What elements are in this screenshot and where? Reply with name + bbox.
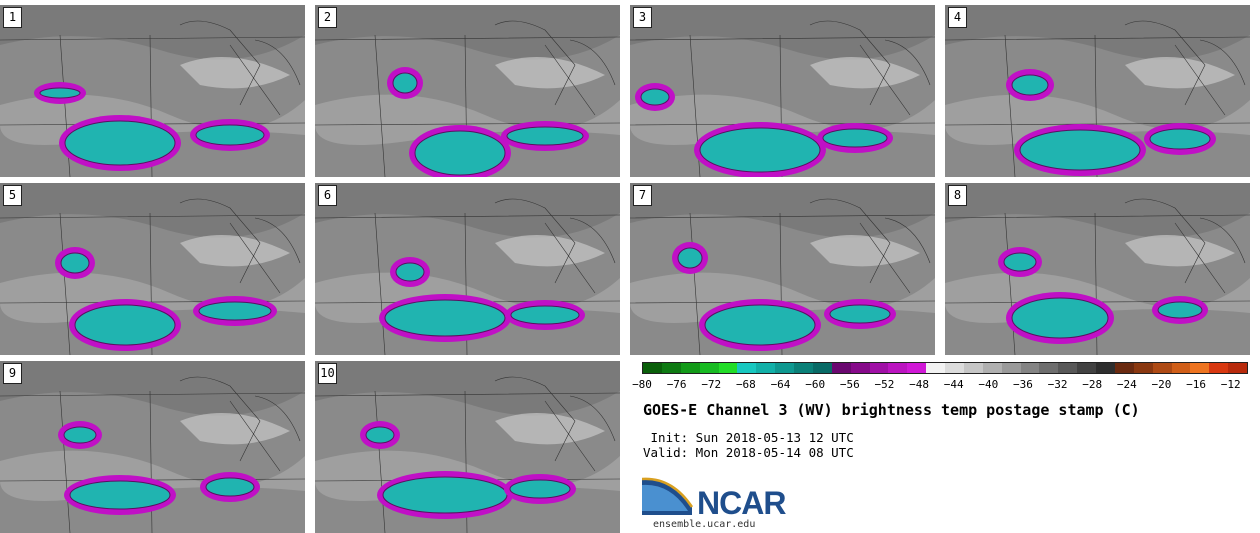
colorbar-segment — [982, 363, 1002, 373]
colorbar-segment — [963, 363, 983, 373]
colorbar-segment — [1133, 363, 1153, 373]
colorbar-segment — [775, 363, 794, 373]
colorbar-segment — [643, 363, 662, 373]
colorbar-segment — [1190, 363, 1210, 373]
colorbar-segment — [1152, 363, 1172, 373]
postage-stamp-panel: 8 — [945, 183, 1250, 355]
ncar-logo — [642, 477, 694, 515]
colorbar-segment — [1096, 363, 1115, 373]
ncar-logo-text: NCAR — [697, 485, 786, 521]
colorbar-segment — [945, 363, 964, 373]
colorbar-segment — [661, 363, 681, 373]
panel-number-label: 4 — [948, 7, 967, 28]
colorbar-tick-label: −40 — [978, 378, 999, 391]
colorbar-tick-label: −36 — [1012, 378, 1033, 391]
colorbar-tick-label: −24 — [1116, 378, 1137, 391]
panel-number-label: 10 — [318, 363, 337, 384]
colorbar-tick-label: −28 — [1082, 378, 1103, 391]
colorbar-segment — [1077, 363, 1096, 373]
colorbar-tick-label: −64 — [770, 378, 791, 391]
colorbar-segment — [1209, 363, 1229, 373]
postage-stamp-panel: 5 — [0, 183, 305, 355]
colorbar-segment — [850, 363, 870, 373]
colorbar-segment — [1039, 363, 1059, 373]
colorbar-segment — [1228, 363, 1247, 373]
colorbar-tick-label: −32 — [1047, 378, 1068, 391]
colorbar-segment — [756, 363, 776, 373]
postage-stamp-panel: 2 — [315, 5, 620, 177]
panel-number-label: 2 — [318, 7, 337, 28]
postage-stamp-panel: 4 — [945, 5, 1250, 177]
colorbar-segment — [699, 363, 719, 373]
colorbar-segment — [907, 363, 927, 373]
panel-number-label: 5 — [3, 185, 22, 206]
panel-number-label: 3 — [633, 7, 652, 28]
postage-stamp-panel: 10 — [315, 361, 620, 533]
colorbar-segment — [794, 363, 813, 373]
panel-number-label: 7 — [633, 185, 652, 206]
colorbar-segment — [831, 363, 851, 373]
colorbar-segment — [1020, 363, 1040, 373]
colorbar — [642, 362, 1248, 374]
postage-stamp-panel: 6 — [315, 183, 620, 355]
colorbar-tick-label: −80 — [632, 378, 652, 391]
postage-stamp-panel: 9 — [0, 361, 305, 533]
colorbar-tick-label: −68 — [735, 378, 756, 391]
ensemble-url: ensemble.ucar.edu — [653, 519, 756, 530]
colorbar-segment — [718, 363, 738, 373]
colorbar-segment — [888, 363, 908, 373]
panel-number-label: 9 — [3, 363, 22, 384]
colorbar-ticks: −80 −76 −72 −68 −64 −60 −56 −52 −48 −44 −40 −36 −32 −… — [632, 378, 1248, 392]
postage-stamp-panel: 7 — [630, 183, 935, 355]
init-time: Init: Sun 2018-05-13 12 UTC — [643, 430, 854, 445]
colorbar-tick-label: −16 — [1186, 378, 1206, 391]
colorbar-tick-label: −52 — [874, 378, 895, 391]
colorbar-tick-label: −56 — [839, 378, 860, 391]
panel-number-label: 6 — [318, 185, 337, 206]
colorbar-tick-label: −44 — [943, 378, 964, 391]
colorbar-segment — [1171, 363, 1191, 373]
colorbar-tick-label: −20 — [1151, 378, 1172, 391]
colorbar-tick-label: −12 — [1220, 378, 1241, 391]
panel-number-label: 8 — [948, 185, 967, 206]
colorbar-tick-label: −60 — [805, 378, 826, 391]
postage-stamp-panel: 3 — [630, 5, 935, 177]
figure-title: GOES-E Channel 3 (WV) brightness temp po… — [643, 401, 1140, 419]
colorbar-tick-label: −76 — [666, 378, 687, 391]
colorbar-tick-label: −48 — [909, 378, 929, 391]
postage-stamp-panel: 1 — [0, 5, 305, 177]
colorbar-tick-label: −72 — [701, 378, 722, 391]
colorbar-segment — [1114, 363, 1134, 373]
colorbar-segment — [926, 363, 945, 373]
colorbar-segment — [1001, 363, 1021, 373]
colorbar-segment — [869, 363, 889, 373]
colorbar-segment — [812, 363, 832, 373]
colorbar-segment — [680, 363, 700, 373]
panel-number-label: 1 — [3, 7, 22, 28]
valid-time: Valid: Mon 2018-05-14 08 UTC — [643, 445, 854, 460]
colorbar-segment — [1058, 363, 1078, 373]
colorbar-segment — [737, 363, 757, 373]
